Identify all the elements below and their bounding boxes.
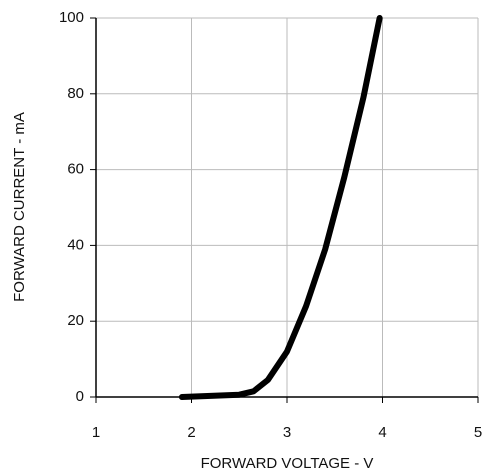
y-tick-label: 60 <box>67 161 84 178</box>
y-tick-label: 0 <box>76 388 84 405</box>
x-axis-label: FORWARD VOLTAGE - V <box>201 455 374 472</box>
y-tick-label: 80 <box>67 85 84 102</box>
data-line <box>178 15 383 400</box>
x-tick-label: 3 <box>283 424 291 441</box>
x-tick-label: 4 <box>378 424 386 441</box>
x-tick-label: 5 <box>474 424 482 441</box>
x-tick-label: 2 <box>187 424 195 441</box>
y-tick-label: 20 <box>67 312 84 329</box>
y-tick-label: 40 <box>67 236 84 253</box>
y-axis-label: FORWARD CURRENT - mA <box>11 112 28 302</box>
x-tick-label: 1 <box>92 424 100 441</box>
y-tick-label: 100 <box>59 9 84 26</box>
